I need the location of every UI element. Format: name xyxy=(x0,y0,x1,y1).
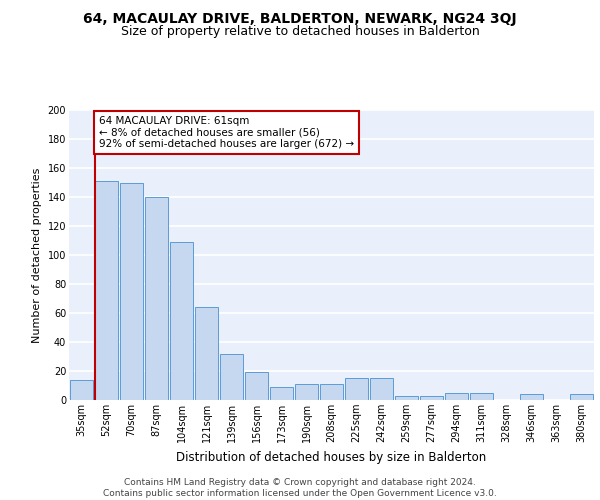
Text: Contains HM Land Registry data © Crown copyright and database right 2024.
Contai: Contains HM Land Registry data © Crown c… xyxy=(103,478,497,498)
Bar xyxy=(120,182,143,400)
Bar xyxy=(220,354,243,400)
Bar xyxy=(70,380,93,400)
Bar xyxy=(195,307,218,400)
Bar xyxy=(320,384,343,400)
Y-axis label: Number of detached properties: Number of detached properties xyxy=(32,168,42,342)
Bar xyxy=(420,396,443,400)
Bar xyxy=(470,393,493,400)
Bar xyxy=(245,372,268,400)
Bar xyxy=(520,394,543,400)
Bar xyxy=(170,242,193,400)
X-axis label: Distribution of detached houses by size in Balderton: Distribution of detached houses by size … xyxy=(176,450,487,464)
Bar xyxy=(295,384,318,400)
Bar xyxy=(345,378,368,400)
Text: 64 MACAULAY DRIVE: 61sqm
← 8% of detached houses are smaller (56)
92% of semi-de: 64 MACAULAY DRIVE: 61sqm ← 8% of detache… xyxy=(99,116,354,149)
Bar xyxy=(145,197,168,400)
Bar xyxy=(395,396,418,400)
Bar xyxy=(270,387,293,400)
Bar xyxy=(445,393,468,400)
Text: 64, MACAULAY DRIVE, BALDERTON, NEWARK, NG24 3QJ: 64, MACAULAY DRIVE, BALDERTON, NEWARK, N… xyxy=(83,12,517,26)
Bar xyxy=(570,394,593,400)
Bar xyxy=(370,378,393,400)
Bar xyxy=(95,181,118,400)
Text: Size of property relative to detached houses in Balderton: Size of property relative to detached ho… xyxy=(121,25,479,38)
